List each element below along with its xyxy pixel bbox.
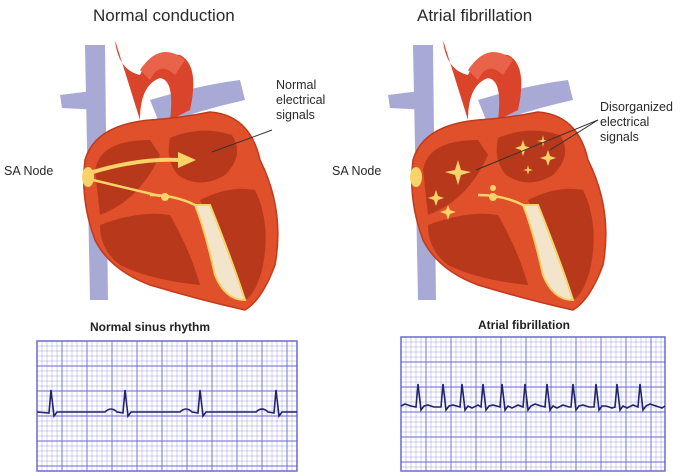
normal-signals-label: Normal electrical signals [276, 78, 325, 123]
ecg-trace [400, 383, 666, 413]
sa-node-label-left: SA Node [4, 164, 54, 178]
ecg-title-normal: Normal sinus rhythm [90, 320, 211, 334]
label-line: signals [276, 108, 315, 122]
signals-pointer-line [211, 129, 273, 153]
sa-node-label-right: SA Node [332, 164, 382, 178]
label-line: signals [600, 130, 639, 144]
heart-normal-illustration [58, 38, 280, 312]
ecg-strip-normal [36, 340, 298, 472]
ecg-strip-afib [400, 336, 666, 472]
disorganized-signals-label: Disorganized electrical signals [600, 100, 673, 145]
heart-afib-illustration [386, 38, 608, 312]
label-line: electrical [276, 93, 326, 107]
ecg-title-afib: Atrial fibrillation [478, 318, 571, 332]
chaotic-signal-star-icons [428, 135, 556, 220]
label-line: Disorganized [600, 100, 673, 114]
label-line: electrical [600, 115, 650, 129]
title-normal-conduction: Normal conduction [93, 6, 235, 25]
signal-arrow-icon [178, 152, 196, 168]
ecg-trace [36, 389, 297, 419]
label-line: Normal [276, 78, 317, 92]
title-atrial-fibrillation: Atrial fibrillation [417, 6, 533, 25]
